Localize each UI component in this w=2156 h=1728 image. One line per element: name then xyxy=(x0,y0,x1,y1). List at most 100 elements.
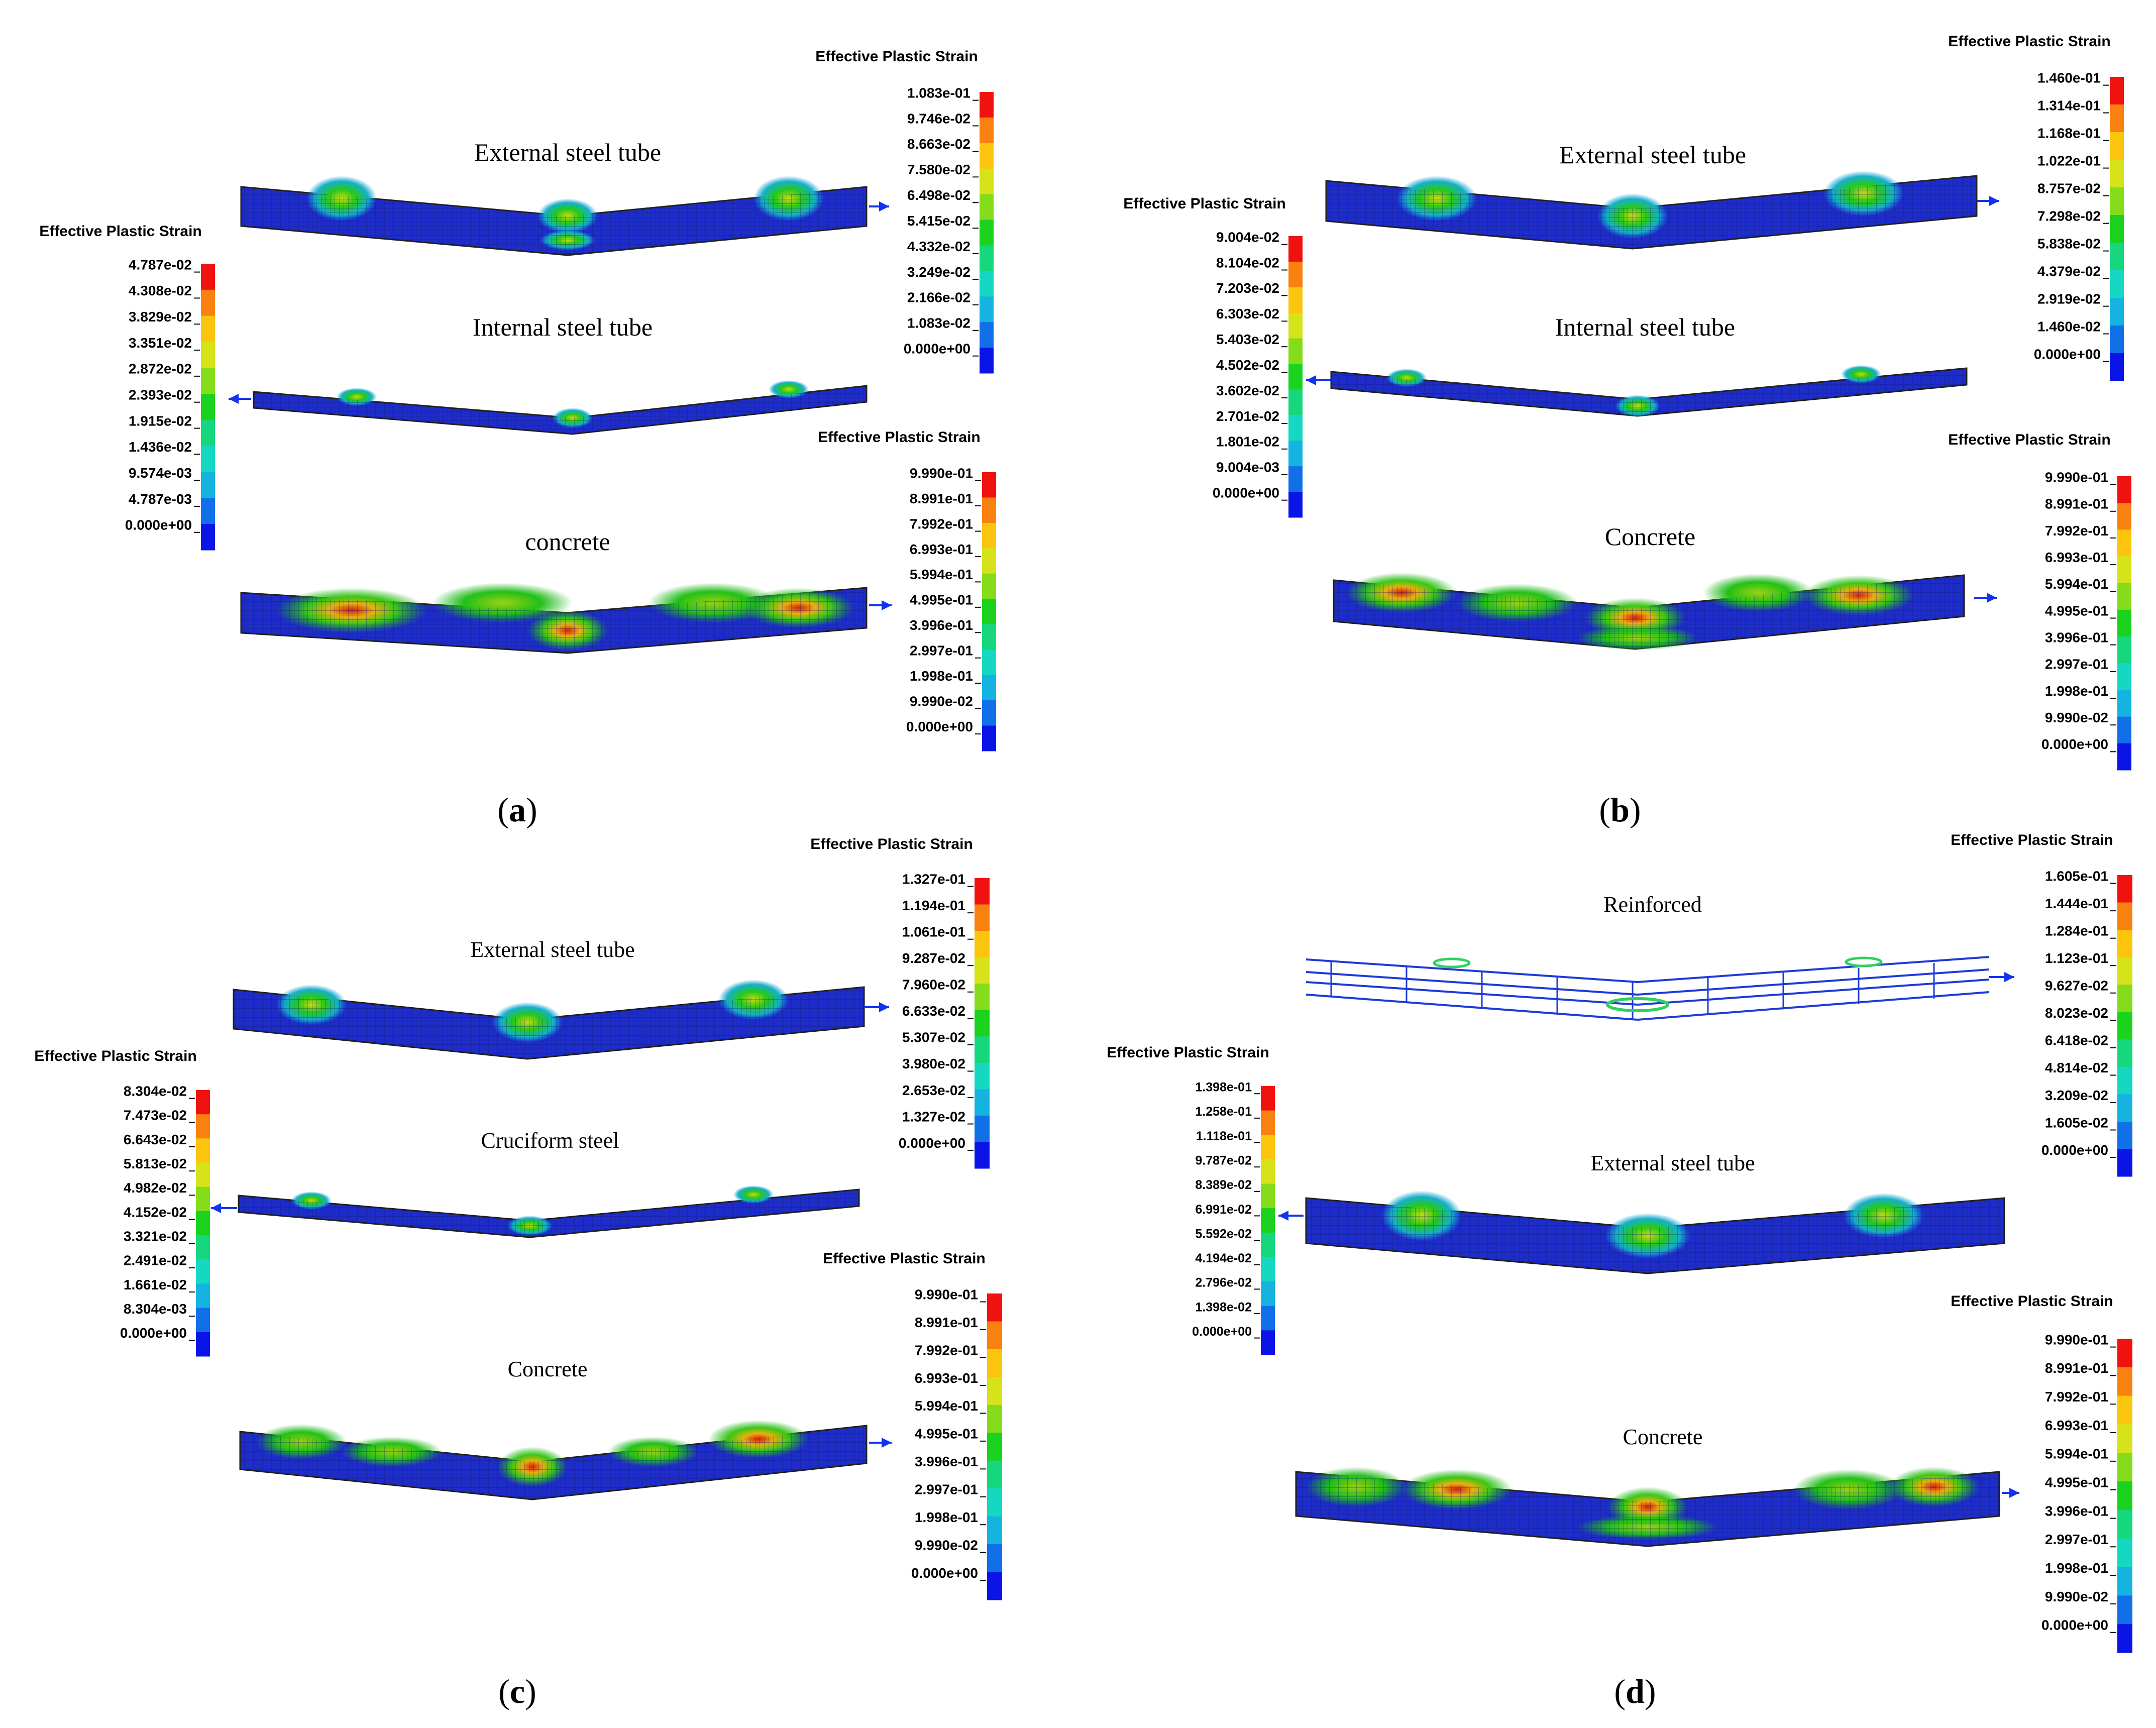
legend-swatch xyxy=(201,419,215,447)
legend-2-0: Effective Plastic Strain 1.327e-01 1.194e-… xyxy=(810,836,990,1169)
legend-tick-label: 5.592e-02 xyxy=(1195,1227,1252,1241)
legend-tick-label: 8.991e-01 xyxy=(2045,1360,2108,1376)
legend-tick-label: 3.996e-01 xyxy=(2045,1503,2108,1519)
legend-title: Effective Plastic Strain xyxy=(815,48,978,65)
legend-tick-label: 0.000e+00 xyxy=(1213,485,1279,500)
legend-swatch xyxy=(2117,1624,2132,1653)
legend-tick-label: 1.460e-01 xyxy=(2037,70,2101,85)
legend-tick-label: 9.004e-02 xyxy=(1216,229,1279,245)
legend-tick-label: 1.998e-01 xyxy=(2045,683,2108,699)
beam-a-external-tube xyxy=(240,176,868,256)
legend-swatch xyxy=(975,1089,990,1116)
legend-swatch xyxy=(2110,326,2124,354)
legend-tick-label: 1.605e-02 xyxy=(2045,1115,2108,1130)
legend-tick-label: 5.994e-01 xyxy=(2045,576,2108,592)
legend-swatch xyxy=(196,1090,210,1115)
legend-tick-label: 7.473e-02 xyxy=(124,1108,187,1123)
legend-swatch xyxy=(1288,261,1303,288)
legend-swatch xyxy=(201,394,215,420)
legend-tick-label: 5.994e-01 xyxy=(910,567,973,582)
legend-swatch xyxy=(1288,466,1303,492)
caption-letter: b xyxy=(1610,791,1630,829)
legend-swatch xyxy=(1288,492,1303,518)
legend-swatch xyxy=(1288,236,1303,262)
legend-swatch xyxy=(1261,1110,1275,1135)
caption-paren: ( xyxy=(1614,1672,1626,1710)
legend-tick-label: 7.992e-01 xyxy=(910,516,973,531)
legend-tick-label: 8.991e-01 xyxy=(2045,496,2108,512)
legend-swatch xyxy=(2110,215,2124,243)
legend-tick-label: 7.992e-01 xyxy=(915,1342,978,1358)
legend-tick-label: 5.307e-02 xyxy=(902,1030,965,1045)
legend-title: Effective Plastic Strain xyxy=(1948,431,2110,448)
beam-mesh xyxy=(234,987,864,1059)
legend-tick-label: 4.787e-02 xyxy=(129,257,192,272)
legend-swatch xyxy=(987,1377,1002,1406)
legend-tick-label: 5.994e-01 xyxy=(2045,1446,2108,1462)
legend-tick-label: 1.398e-01 xyxy=(1195,1081,1252,1095)
rebar xyxy=(1306,968,1990,996)
legend-swatch xyxy=(2117,1066,2132,1095)
legend-tick-label: 3.209e-02 xyxy=(2045,1088,2108,1103)
legend-3-2: Effective Plastic Strain 9.990e-01 8.991e-… xyxy=(1951,1293,2132,1653)
legend-swatch xyxy=(1261,1159,1275,1184)
legend-tick-label: 0.000e+00 xyxy=(2034,346,2101,362)
panel-caption: (b) xyxy=(1599,791,1641,829)
arrow-c-cruciform xyxy=(211,1203,237,1213)
legend-tick-label: 8.663e-02 xyxy=(907,136,971,152)
beam-c-external-tube xyxy=(233,980,865,1060)
legend-swatch xyxy=(2110,187,2124,215)
legend-tick-label: 2.796e-02 xyxy=(1195,1276,1252,1290)
legend-tick-label: 9.004e-03 xyxy=(1216,460,1279,475)
legend-swatch xyxy=(2117,957,2132,985)
legend-tick-label: 9.990e-02 xyxy=(910,693,973,709)
caption-letter: a xyxy=(509,791,526,829)
legend-tick-label: 9.990e-02 xyxy=(2045,1589,2108,1604)
beam-mesh xyxy=(241,187,867,255)
legend-tick-label: 9.990e-01 xyxy=(910,465,973,481)
legend-0-2: Effective Plastic Strain 9.990e-01 8.991e-… xyxy=(818,429,996,751)
legend-tick-label: 2.491e-02 xyxy=(124,1253,187,1268)
legend-tick-label: 1.998e-01 xyxy=(915,1509,978,1525)
legend-swatch xyxy=(980,194,994,221)
legend-swatch xyxy=(1261,1208,1275,1233)
beam-mesh xyxy=(239,1190,859,1237)
arrow-head xyxy=(882,1438,892,1448)
legend-tick-label: 4.379e-02 xyxy=(2037,263,2101,279)
legend-tick-label: 3.996e-01 xyxy=(910,617,973,633)
legend-tick-label: 0.000e+00 xyxy=(125,517,192,533)
legend-swatch xyxy=(2117,1424,2132,1453)
beam-b-external-tube xyxy=(1325,171,1978,250)
legend-swatch xyxy=(201,315,215,342)
legend-0-0: Effective Plastic Strain 1.083e-01 9.746e-… xyxy=(815,48,994,374)
legend-swatch xyxy=(982,700,996,726)
legend-tick-label: 7.992e-01 xyxy=(2045,1389,2108,1405)
legend-swatch xyxy=(975,1142,990,1169)
legend-swatch xyxy=(2110,270,2124,298)
legend-swatch xyxy=(1288,287,1303,313)
beam-a-concrete xyxy=(240,583,868,654)
legend-tick-label: 0.000e+00 xyxy=(899,1135,965,1151)
legend-tick-label: 8.304e-03 xyxy=(124,1301,187,1317)
legend-tick-label: 9.990e-02 xyxy=(2045,710,2108,725)
beam-mesh xyxy=(1296,1472,1999,1546)
arrow-a-external xyxy=(869,201,889,211)
legend-swatch xyxy=(982,522,996,549)
legend-swatch xyxy=(982,548,996,574)
legend-swatch xyxy=(1288,415,1303,441)
legend-tick-label: 9.574e-03 xyxy=(129,465,192,481)
rebar xyxy=(1306,991,1990,1021)
arrow-a-internal xyxy=(229,394,251,404)
legend-swatch xyxy=(980,220,994,246)
legend-tick-label: 1.460e-02 xyxy=(2037,318,2101,334)
legend-title: Effective Plastic Strain xyxy=(810,836,973,852)
legend-tick-label: 4.995e-01 xyxy=(915,1426,978,1442)
legend-swatch xyxy=(2117,636,2131,664)
legend-swatch xyxy=(1261,1330,1275,1355)
legend-2-1: Effective Plastic Strain 8.304e-02 7.473e-… xyxy=(34,1048,210,1357)
legend-swatch xyxy=(982,650,996,676)
legend-swatch xyxy=(2110,298,2124,326)
legend-tick-label: 8.304e-02 xyxy=(124,1083,187,1099)
caption-paren: ) xyxy=(526,791,537,829)
legend-swatch xyxy=(980,348,994,374)
